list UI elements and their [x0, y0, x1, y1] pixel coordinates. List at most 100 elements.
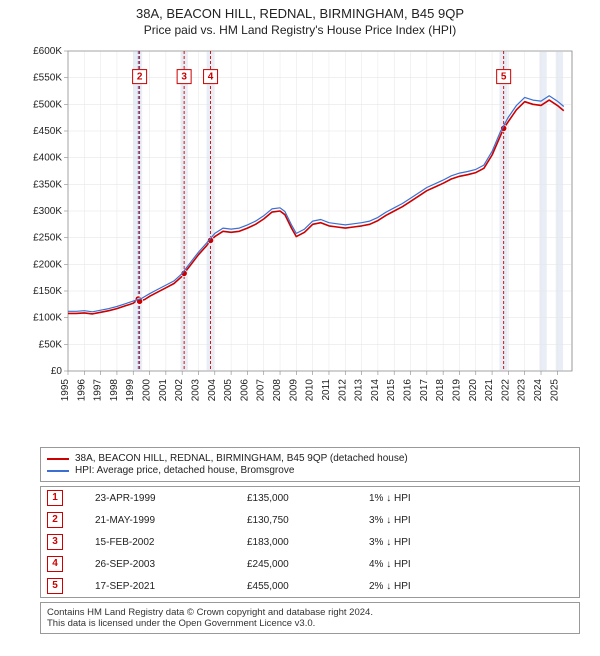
- event-date: 23-APR-1999: [89, 487, 241, 509]
- svg-text:£150K: £150K: [33, 286, 62, 297]
- svg-text:4: 4: [208, 72, 214, 83]
- event-vs-label: HPI: [394, 537, 411, 548]
- event-vs-label: HPI: [394, 581, 411, 592]
- svg-text:2022: 2022: [500, 379, 511, 402]
- svg-text:2012: 2012: [337, 379, 348, 402]
- svg-text:2014: 2014: [370, 379, 381, 402]
- down-arrow-icon: ↓: [383, 515, 394, 526]
- svg-text:2005: 2005: [223, 379, 234, 402]
- svg-text:2017: 2017: [419, 379, 430, 402]
- svg-text:£250K: £250K: [33, 233, 62, 244]
- event-price: £130,750: [241, 509, 363, 531]
- event-row: 221-MAY-1999£130,7503% ↓ HPI: [41, 509, 579, 531]
- svg-text:2010: 2010: [305, 379, 316, 402]
- svg-text:£0: £0: [51, 366, 63, 377]
- legend-label: 38A, BEACON HILL, REDNAL, BIRMINGHAM, B4…: [75, 453, 408, 464]
- event-price: £135,000: [241, 487, 363, 509]
- event-delta: 1% ↓ HPI: [363, 487, 579, 509]
- price-chart: £0 £50K £100K £150K £200K £250K £300K £350K £400…: [20, 41, 580, 441]
- event-row: 426-SEP-2003£245,0004% ↓ HPI: [41, 553, 579, 575]
- license-notice: Contains HM Land Registry data © Crown c…: [40, 602, 580, 634]
- event-row: 123-APR-1999£135,0001% ↓ HPI: [41, 487, 579, 509]
- svg-text:2019: 2019: [451, 379, 462, 402]
- svg-text:2016: 2016: [403, 379, 414, 402]
- event-delta: 4% ↓ HPI: [363, 553, 579, 575]
- legend: 38A, BEACON HILL, REDNAL, BIRMINGHAM, B4…: [40, 447, 580, 482]
- svg-text:2004: 2004: [207, 379, 218, 402]
- event-vs-label: HPI: [394, 515, 411, 526]
- svg-text:2018: 2018: [435, 379, 446, 402]
- event-delta-value: 2%: [369, 581, 383, 592]
- svg-text:2009: 2009: [288, 379, 299, 402]
- event-date: 21-MAY-1999: [89, 509, 241, 531]
- event-price: £183,000: [241, 531, 363, 553]
- svg-text:2002: 2002: [174, 379, 185, 402]
- svg-text:£50K: £50K: [39, 339, 63, 350]
- sale-events: 123-APR-1999£135,0001% ↓ HPI221-MAY-1999…: [40, 486, 580, 598]
- svg-text:2021: 2021: [484, 379, 495, 402]
- svg-text:1999: 1999: [125, 379, 136, 402]
- svg-text:£350K: £350K: [33, 179, 62, 190]
- svg-text:2024: 2024: [533, 379, 544, 402]
- svg-text:£600K: £600K: [33, 46, 62, 57]
- event-row: 315-FEB-2002£183,0003% ↓ HPI: [41, 531, 579, 553]
- svg-text:2001: 2001: [158, 379, 169, 402]
- event-date: 15-FEB-2002: [89, 531, 241, 553]
- svg-text:1997: 1997: [93, 379, 104, 402]
- svg-text:2008: 2008: [272, 379, 283, 402]
- svg-text:2013: 2013: [354, 379, 365, 402]
- event-vs-label: HPI: [394, 559, 411, 570]
- svg-text:1998: 1998: [109, 379, 120, 402]
- svg-text:2020: 2020: [468, 379, 479, 402]
- svg-text:£300K: £300K: [33, 206, 62, 217]
- page-title: 38A, BEACON HILL, REDNAL, BIRMINGHAM, B4…: [0, 6, 600, 21]
- event-marker: 3: [47, 534, 63, 550]
- svg-text:£200K: £200K: [33, 259, 62, 270]
- event-date: 17-SEP-2021: [89, 575, 241, 597]
- down-arrow-icon: ↓: [383, 493, 394, 504]
- event-row: 517-SEP-2021£455,0002% ↓ HPI: [41, 575, 579, 597]
- legend-item: 38A, BEACON HILL, REDNAL, BIRMINGHAM, B4…: [47, 453, 573, 464]
- event-date: 26-SEP-2003: [89, 553, 241, 575]
- down-arrow-icon: ↓: [383, 581, 394, 592]
- svg-text:£100K: £100K: [33, 313, 62, 324]
- event-marker: 4: [47, 556, 63, 572]
- svg-text:2025: 2025: [549, 379, 560, 402]
- event-delta: 3% ↓ HPI: [363, 531, 579, 553]
- svg-text:5: 5: [501, 72, 507, 83]
- legend-swatch: [47, 470, 69, 472]
- svg-text:2007: 2007: [256, 379, 267, 402]
- license-line-2: This data is licensed under the Open Gov…: [47, 618, 573, 629]
- event-vs-label: HPI: [394, 493, 411, 504]
- event-marker: 2: [47, 512, 63, 528]
- event-delta: 3% ↓ HPI: [363, 509, 579, 531]
- event-marker: 5: [47, 578, 63, 594]
- svg-text:2000: 2000: [142, 379, 153, 402]
- svg-text:1996: 1996: [76, 379, 87, 402]
- svg-text:£550K: £550K: [33, 73, 62, 84]
- page-subtitle: Price paid vs. HM Land Registry's House …: [0, 23, 600, 37]
- event-delta-value: 3%: [369, 515, 383, 526]
- legend-item: HPI: Average price, detached house, Brom…: [47, 465, 573, 476]
- event-marker: 1: [47, 490, 63, 506]
- legend-label: HPI: Average price, detached house, Brom…: [75, 465, 294, 476]
- svg-text:2: 2: [137, 72, 143, 83]
- license-line-1: Contains HM Land Registry data © Crown c…: [47, 607, 573, 618]
- svg-text:1995: 1995: [60, 379, 71, 402]
- svg-text:2006: 2006: [239, 379, 250, 402]
- down-arrow-icon: ↓: [383, 559, 394, 570]
- svg-text:2023: 2023: [517, 379, 528, 402]
- event-delta-value: 3%: [369, 537, 383, 548]
- svg-text:2003: 2003: [190, 379, 201, 402]
- event-delta: 2% ↓ HPI: [363, 575, 579, 597]
- event-delta-value: 1%: [369, 493, 383, 504]
- svg-text:£450K: £450K: [33, 126, 62, 137]
- chart-svg: £0 £50K £100K £150K £200K £250K £300K £350K £400…: [20, 41, 580, 441]
- svg-text:£400K: £400K: [33, 153, 62, 164]
- event-price: £455,000: [241, 575, 363, 597]
- svg-text:2011: 2011: [321, 379, 332, 401]
- event-delta-value: 4%: [369, 559, 383, 570]
- svg-text:£500K: £500K: [33, 99, 62, 110]
- down-arrow-icon: ↓: [383, 537, 394, 548]
- event-price: £245,000: [241, 553, 363, 575]
